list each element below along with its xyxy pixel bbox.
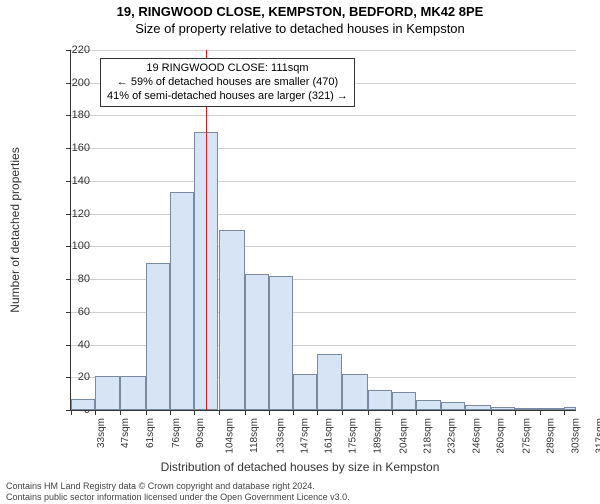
histogram-bar xyxy=(293,374,317,410)
annotation-box: 19 RINGWOOD CLOSE: 111sqm← 59% of detach… xyxy=(100,58,355,107)
gridline xyxy=(71,115,576,116)
x-tick-mark xyxy=(416,410,417,415)
x-tick-label: 175sqm xyxy=(348,418,359,454)
x-tick-label: 147sqm xyxy=(299,418,310,454)
histogram-bar xyxy=(269,276,293,410)
x-tick-mark xyxy=(146,410,147,415)
x-tick-mark xyxy=(120,410,121,415)
y-tick-label: 40 xyxy=(60,339,90,351)
x-tick-label: 90sqm xyxy=(195,418,206,448)
footer-line2: Contains public sector information licen… xyxy=(6,492,350,502)
x-tick-label: 232sqm xyxy=(447,418,458,454)
x-tick-label: 275sqm xyxy=(522,418,533,454)
y-tick-label: 220 xyxy=(60,44,90,56)
histogram-bar xyxy=(441,402,465,410)
y-tick-label: 100 xyxy=(60,240,90,252)
gridline xyxy=(71,214,576,215)
x-tick-label: 76sqm xyxy=(171,418,182,448)
annotation-line3: 41% of semi-detached houses are larger (… xyxy=(107,90,348,104)
y-axis-label: Number of detached properties xyxy=(8,147,22,312)
x-tick-label: 104sqm xyxy=(225,418,236,454)
histogram-bar xyxy=(564,407,576,410)
y-tick-label: 20 xyxy=(60,371,90,383)
histogram-bar xyxy=(95,376,119,410)
x-tick-label: 204sqm xyxy=(398,418,409,454)
x-tick-label: 33sqm xyxy=(96,418,107,448)
gridline xyxy=(71,181,576,182)
histogram-bar xyxy=(416,400,440,410)
x-tick-label: 218sqm xyxy=(423,418,434,454)
histogram-bar xyxy=(515,408,539,410)
histogram-bar xyxy=(465,405,491,410)
y-tick-label: 60 xyxy=(60,306,90,318)
y-tick-label: 80 xyxy=(60,273,90,285)
y-tick-label: 140 xyxy=(60,175,90,187)
y-tick-label: 200 xyxy=(60,77,90,89)
x-tick-label: 161sqm xyxy=(324,418,335,454)
x-tick-mark xyxy=(540,410,541,415)
x-tick-mark xyxy=(219,410,220,415)
x-tick-label: 189sqm xyxy=(372,418,383,454)
annotation-line1: 19 RINGWOOD CLOSE: 111sqm xyxy=(107,62,348,76)
histogram-bar xyxy=(317,354,341,410)
x-tick-label: 317sqm xyxy=(594,418,600,454)
x-tick-label: 118sqm xyxy=(248,418,259,453)
gridline xyxy=(71,50,576,51)
x-tick-mark xyxy=(441,410,442,415)
x-tick-label: 260sqm xyxy=(496,418,507,454)
gridline xyxy=(71,148,576,149)
x-tick-mark xyxy=(392,410,393,415)
chart-title-subtitle: Size of property relative to detached ho… xyxy=(0,21,600,36)
y-tick-label: 180 xyxy=(60,109,90,121)
x-tick-mark xyxy=(465,410,466,415)
x-axis-label: Distribution of detached houses by size … xyxy=(0,460,600,474)
annotation-line2: ← 59% of detached houses are smaller (47… xyxy=(107,76,348,90)
x-tick-mark xyxy=(515,410,516,415)
histogram-bar xyxy=(540,408,564,410)
x-tick-label: 246sqm xyxy=(471,418,482,454)
histogram-bar xyxy=(219,230,245,410)
histogram-bar xyxy=(170,192,194,410)
histogram-bar xyxy=(392,392,416,410)
x-tick-mark xyxy=(95,410,96,415)
x-tick-label: 47sqm xyxy=(120,418,131,448)
histogram-bar xyxy=(71,399,95,410)
x-tick-mark xyxy=(293,410,294,415)
x-tick-mark xyxy=(368,410,369,415)
gridline xyxy=(71,246,576,247)
histogram-bar xyxy=(491,407,515,410)
footer-attribution: Contains HM Land Registry data © Crown c… xyxy=(6,481,350,502)
histogram-bar xyxy=(146,263,170,410)
x-tick-mark xyxy=(317,410,318,415)
x-tick-label: 133sqm xyxy=(275,418,286,454)
footer-line1: Contains HM Land Registry data © Crown c… xyxy=(6,481,350,491)
x-tick-mark xyxy=(491,410,492,415)
x-tick-mark xyxy=(245,410,246,415)
histogram-bar xyxy=(342,374,368,410)
x-tick-mark xyxy=(194,410,195,415)
x-tick-label: 61sqm xyxy=(145,418,156,448)
histogram-bar xyxy=(368,390,392,410)
x-tick-label: 303sqm xyxy=(570,418,581,454)
y-tick-label: 160 xyxy=(60,142,90,154)
x-tick-mark xyxy=(342,410,343,415)
x-tick-label: 289sqm xyxy=(546,418,557,454)
y-tick-label: 120 xyxy=(60,208,90,220)
x-tick-mark xyxy=(269,410,270,415)
x-tick-mark xyxy=(170,410,171,415)
chart-title-address: 19, RINGWOOD CLOSE, KEMPSTON, BEDFORD, M… xyxy=(0,4,600,19)
histogram-bar xyxy=(120,376,146,410)
x-tick-mark xyxy=(564,410,565,415)
histogram-bar xyxy=(245,274,269,410)
